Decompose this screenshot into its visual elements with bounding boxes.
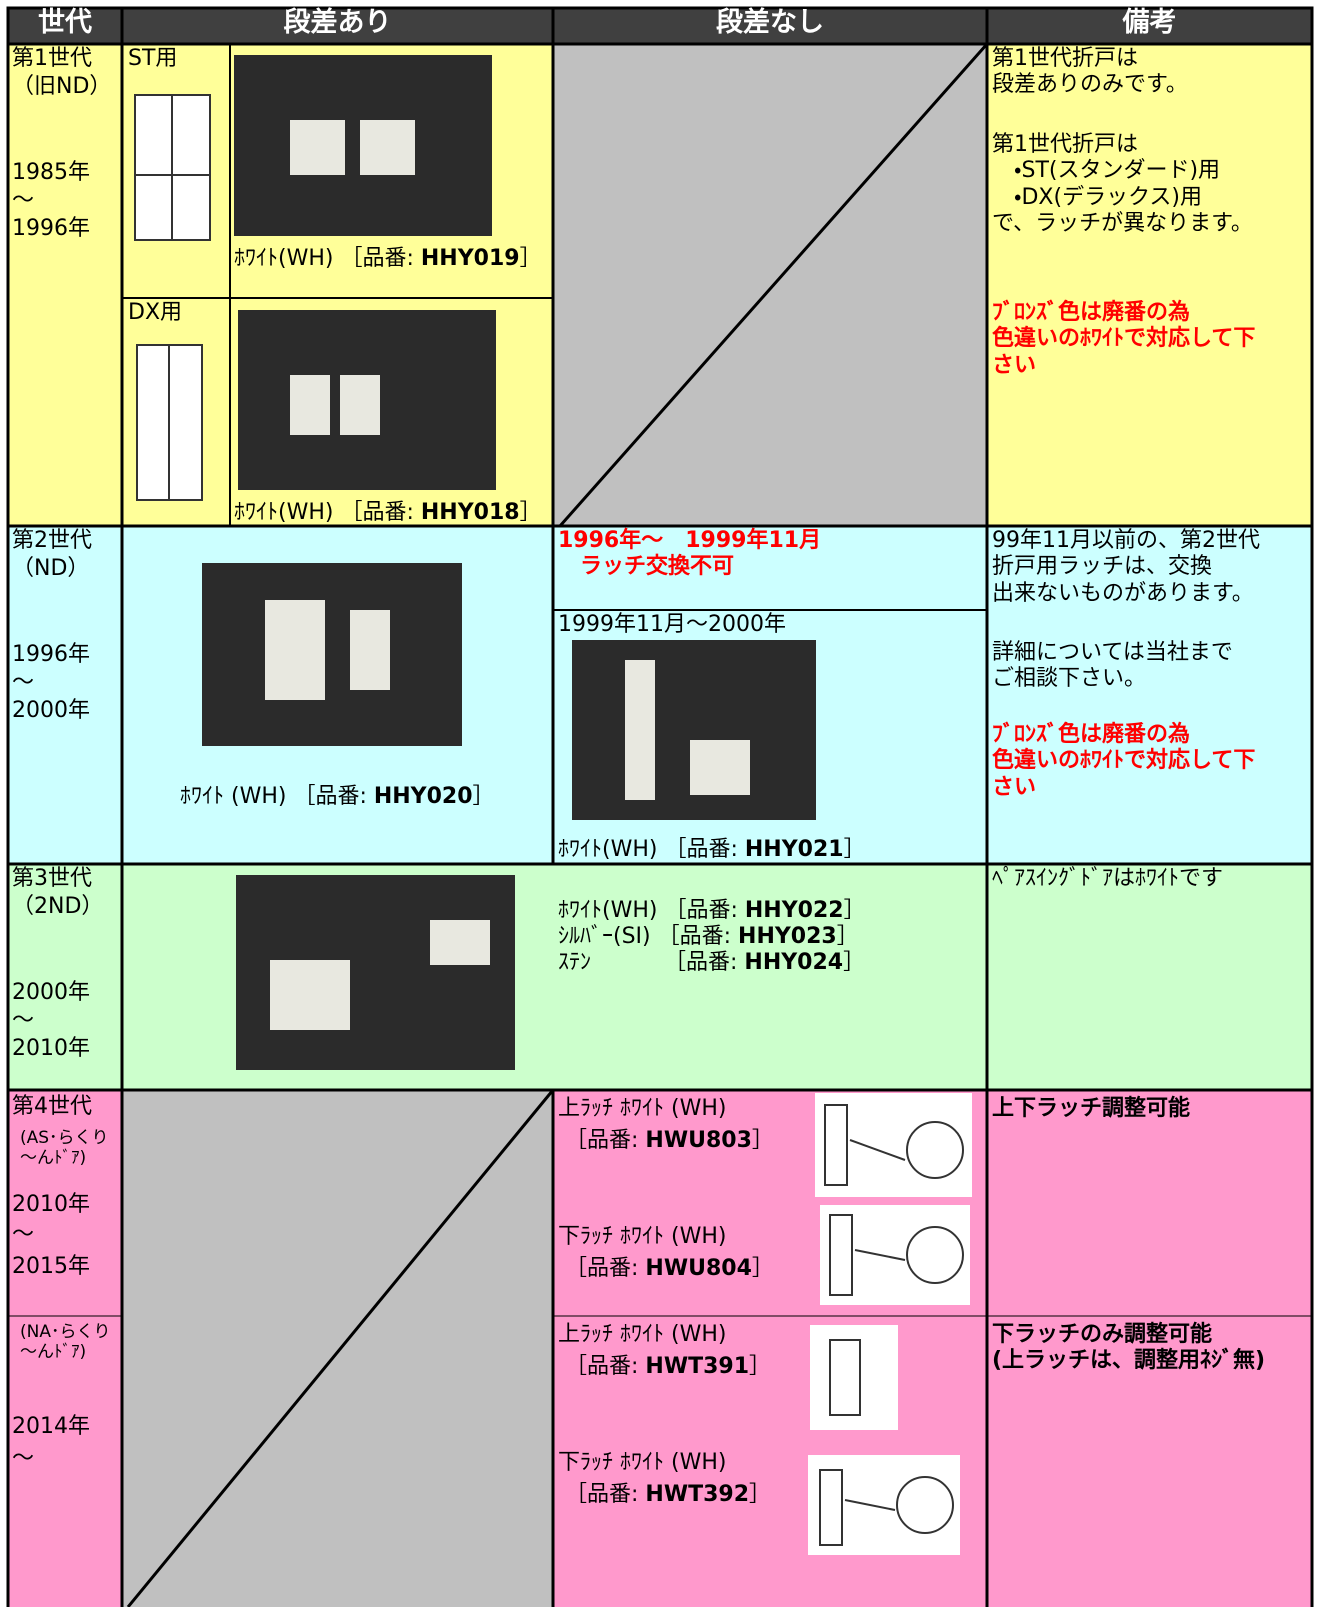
part-bracket: ］ [519,246,542,271]
note: 詳細については当社まで ご相談下さい。 [992,640,1233,692]
note: 上下ラッチ調整可能 [992,1096,1191,1121]
generation-text: 1985年 [12,160,90,185]
part-number: ﾎﾜｲﾄ(WH) ［品番: HHY019］ [234,246,542,272]
generation-text: ～ [12,188,35,213]
part-code: HWT392 [645,1482,750,1507]
note-warning: ﾌﾞﾛﾝｽﾞ色は廃番の為 色違いのﾎﾜｲﾄで対応して下 さい [992,300,1256,378]
part-bracket: ］ [843,898,866,923]
part-code: HHY024 [744,950,844,975]
part-number: ﾎﾜｲﾄ(WH) ［品番: HHY021］ [558,837,866,863]
note: ﾍﾟｱｽｲﾝｸﾞﾄﾞｱはﾎﾜｲﾄです [992,866,1224,891]
part-code: HHY020 [373,784,473,809]
generation-text: 2015年 [12,1254,90,1279]
part-code: HWU803 [645,1128,752,1153]
generation-text: 2014年 [12,1414,90,1439]
generation-text: 第4世代 [12,1094,92,1119]
note-warning: 1996年～ 1999年11月 ラッチ交換不可 [558,528,822,580]
part-label: ﾎﾜｲﾄ(WH) ［品番: [558,837,745,862]
generation-text: 1996年 [12,216,90,241]
note: 下ラッチのみ調整可能 (上ラッチは、調整用ﾈｼﾞ無) [992,1322,1266,1374]
part-number: ［品番: HWU804］ [565,1256,774,1282]
generation-text: （旧ND） [12,74,112,99]
generation-text: 第2世代 [12,528,92,553]
header-cell: 備考 [1122,7,1177,38]
part-number: ﾎﾜｲﾄ(WH) ［品番: HHY022］ [558,898,866,924]
part-bracket: ］ [843,837,866,862]
part-label: ﾎﾜｲﾄ(WH) ［品番: [558,898,745,923]
part-number: ｼﾙﾊﾞｰ(SI) ［品番: HHY023］ [558,924,859,950]
part-code: HWT391 [645,1354,750,1379]
part-bracket: ］ [519,500,542,525]
part-number: ［品番: HWT392］ [565,1482,771,1508]
part-bracket: ］ [749,1482,772,1507]
part-label: ｽﾃﾝ ［品番: [558,950,745,975]
generation-text: 2010年 [12,1192,90,1217]
part-name: 上ﾗｯﾁ ﾎﾜｲﾄ (WH) [558,1322,727,1347]
note: 99年11月以前の、第2世代 折戸用ラッチは、交換 出来ないものがあります。 [992,528,1260,606]
part-bracket: ］ [843,950,866,975]
part-number: ［品番: HWT391］ [565,1354,771,1380]
generation-text: ～ [12,670,35,695]
part-bracket: ］ [751,1256,774,1281]
part-number: ﾎﾜｲﾄ (WH) ［品番: HHY020］ [180,784,495,810]
note-warning: ﾌﾞﾛﾝｽﾞ色は廃番の為 色違いのﾎﾜｲﾄで対応して下 さい [992,722,1256,800]
part-code: HHY018 [420,500,520,525]
note: 第1世代折戸は 段差ありのみです。 [992,46,1188,98]
generation-text: 1996年 [12,642,90,667]
part-number: ［品番: HWU803］ [565,1128,774,1154]
part-bracket: ］ [472,784,495,809]
part-code: HWU804 [645,1256,752,1281]
generation-text: (AS･らくり ～んﾄﾞｱ) [20,1128,109,1169]
part-label: ﾎﾜｲﾄ(WH) ［品番: [234,246,421,271]
part-name: 下ﾗｯﾁ ﾎﾜｲﾄ (WH) [558,1224,727,1249]
generation-text: 第3世代 [12,866,92,891]
part-code: HHY023 [738,924,837,949]
part-name: 上ﾗｯﾁ ﾎﾜｲﾄ (WH) [558,1096,727,1121]
generation-text: (NA･らくり ～んﾄﾞｱ) [20,1322,111,1363]
generation-text: 第1世代 [12,46,92,71]
part-code: HHY021 [744,837,844,862]
part-label: ﾎﾜｲﾄ (WH) ［品番: [180,784,374,809]
generation-text: （ND） [12,556,90,581]
door-type: ST用 [128,46,178,71]
generation-text: ～ [12,1222,35,1247]
period: 1999年11月～2000年 [558,612,786,637]
part-bracket: ］ [749,1354,772,1379]
part-bracket: ］ [751,1128,774,1153]
generation-text: ～ [12,1446,35,1471]
part-name: 下ﾗｯﾁ ﾎﾜｲﾄ (WH) [558,1450,727,1475]
part-number: ﾎﾜｲﾄ(WH) ［品番: HHY018］ [234,500,542,526]
note: 第1世代折戸は ・ST(スタンダード)用 ・DX(デラックス)用 で、ラッチが異… [992,132,1253,237]
header-cell: 世代 [38,7,92,38]
part-code: HHY019 [420,246,520,271]
generation-text: （2ND） [12,894,104,919]
part-label: ［品番: [565,1128,646,1153]
part-label: ﾎﾜｲﾄ(WH) ［品番: [234,500,421,525]
part-bracket: ］ [836,924,859,949]
part-label: ［品番: [565,1482,646,1507]
generation-text: ～ [12,1008,35,1033]
part-label: ［品番: [565,1256,646,1281]
header-cell: 段差なし [716,7,824,38]
part-number: ｽﾃﾝ ［品番: HHY024］ [558,950,865,976]
part-code: HHY022 [744,898,844,923]
generation-text: 2000年 [12,698,90,723]
header-cell: 段差あり [283,7,392,38]
generation-text: 2000年 [12,980,90,1005]
part-label: ｼﾙﾊﾞｰ(SI) ［品番: [558,924,739,949]
door-type: DX用 [128,300,183,325]
part-label: ［品番: [565,1354,646,1379]
generation-text: 2010年 [12,1036,90,1061]
